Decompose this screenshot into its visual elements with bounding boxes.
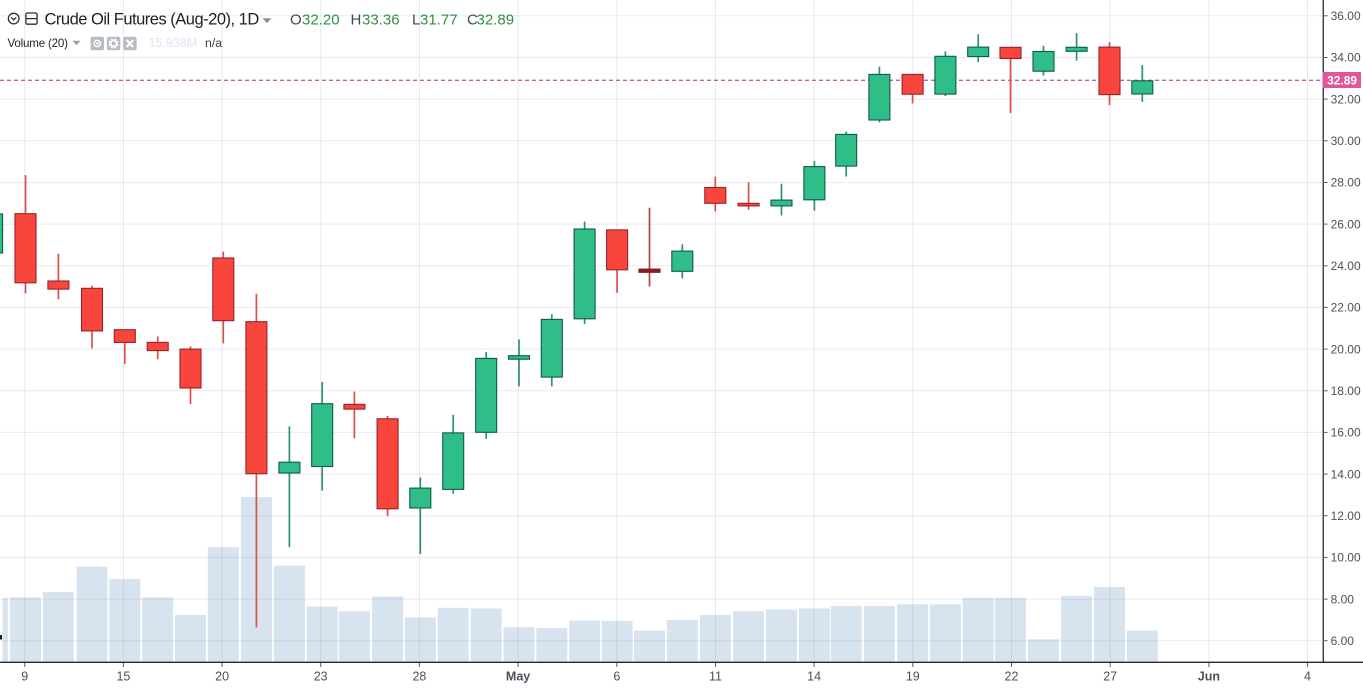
- svg-text:36.00: 36.00: [1331, 9, 1361, 23]
- svg-text:31.77: 31.77: [420, 11, 458, 28]
- svg-text:14: 14: [807, 670, 821, 684]
- svg-text:12.00: 12.00: [1331, 509, 1361, 523]
- svg-text:30.00: 30.00: [1331, 134, 1361, 148]
- svg-text:34.00: 34.00: [1331, 51, 1361, 65]
- svg-text:6.00: 6.00: [1331, 634, 1355, 648]
- svg-text:32.89: 32.89: [1327, 74, 1357, 88]
- svg-text:15: 15: [116, 670, 130, 684]
- svg-text:32.89: 32.89: [477, 11, 515, 28]
- svg-text:19: 19: [906, 670, 920, 684]
- svg-text:Jun: Jun: [1198, 670, 1220, 684]
- svg-text:9: 9: [21, 670, 28, 684]
- svg-text:33.36: 33.36: [362, 11, 400, 28]
- svg-text:4: 4: [1304, 670, 1311, 684]
- svg-text:24.00: 24.00: [1331, 259, 1361, 273]
- svg-text:8.00: 8.00: [1331, 592, 1355, 606]
- svg-text:22.00: 22.00: [1331, 301, 1361, 315]
- svg-text:23: 23: [314, 670, 328, 684]
- svg-text:C: C: [467, 11, 478, 28]
- svg-text:10.00: 10.00: [1331, 551, 1361, 565]
- svg-text:28: 28: [412, 670, 426, 684]
- svg-text:22: 22: [1005, 670, 1019, 684]
- svg-text:14.00: 14.00: [1331, 467, 1361, 481]
- svg-text:18.00: 18.00: [1331, 384, 1361, 398]
- svg-text:27: 27: [1103, 670, 1117, 684]
- svg-text:11: 11: [709, 670, 722, 684]
- svg-text:May: May: [506, 670, 530, 684]
- svg-text:H: H: [351, 11, 362, 28]
- svg-text:Volume (20): Volume (20): [8, 37, 69, 50]
- svg-text:n/a: n/a: [205, 36, 222, 50]
- svg-text:32.20: 32.20: [302, 11, 340, 28]
- svg-text:20: 20: [215, 670, 229, 684]
- svg-text:28.00: 28.00: [1331, 176, 1361, 190]
- svg-text:6: 6: [613, 670, 620, 684]
- svg-text:O: O: [290, 11, 302, 28]
- svg-text:20.00: 20.00: [1331, 342, 1361, 356]
- svg-text:L: L: [412, 11, 420, 28]
- svg-text:Crude Oil Futures (Aug-20), 1D: Crude Oil Futures (Aug-20), 1D: [45, 10, 260, 28]
- svg-text:16.00: 16.00: [1331, 426, 1361, 440]
- svg-text:26.00: 26.00: [1331, 217, 1361, 231]
- svg-text:32.00: 32.00: [1331, 92, 1361, 106]
- svg-text:15.938M: 15.938M: [149, 36, 198, 50]
